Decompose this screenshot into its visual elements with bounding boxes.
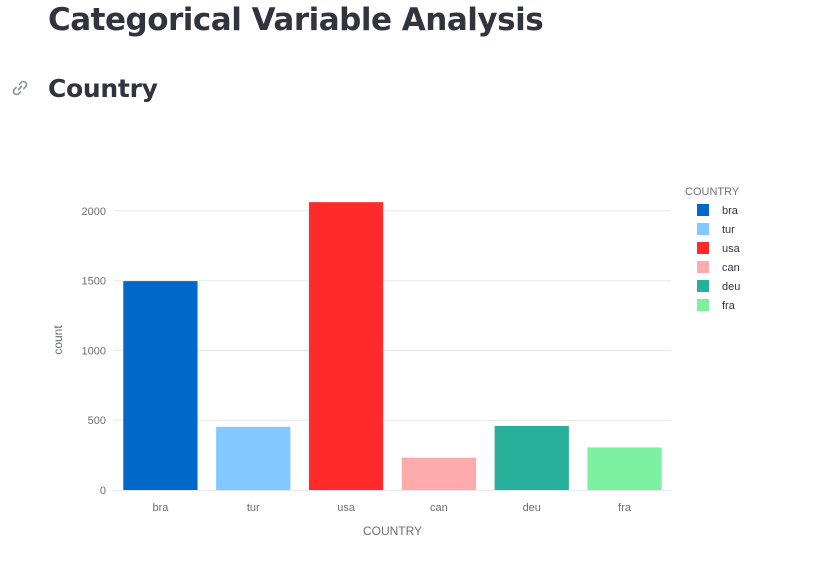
y-tick-label: 1000 bbox=[82, 345, 106, 357]
legend-label: fra bbox=[722, 300, 736, 312]
y-tick-label: 1500 bbox=[82, 276, 106, 288]
bar-usa[interactable] bbox=[308, 202, 384, 491]
x-tick-label: usa bbox=[337, 502, 356, 514]
bar-can[interactable] bbox=[401, 457, 477, 490]
bar-deu[interactable] bbox=[494, 425, 569, 490]
link-icon[interactable] bbox=[10, 78, 30, 98]
x-axis-ticks: bra tur usa can deu fra bbox=[152, 502, 631, 514]
legend-swatch bbox=[697, 261, 709, 273]
legend-swatch bbox=[697, 204, 709, 216]
legend-label: can bbox=[722, 262, 740, 274]
page-title: Categorical Variable Analysis bbox=[48, 2, 544, 38]
y-tick-label: 2000 bbox=[82, 206, 106, 218]
legend-swatch bbox=[697, 223, 709, 235]
gridlines bbox=[114, 210, 671, 421]
legend-swatch bbox=[697, 242, 709, 254]
bars bbox=[123, 202, 662, 491]
legend-label: deu bbox=[722, 281, 740, 293]
legend-item-tur[interactable]: tur bbox=[697, 223, 735, 236]
y-tick-label: 0 bbox=[100, 485, 106, 497]
bar-tur[interactable] bbox=[216, 426, 291, 490]
legend-swatch bbox=[697, 299, 709, 311]
bar-bra[interactable] bbox=[123, 281, 198, 490]
legend-title: COUNTRY bbox=[685, 186, 740, 198]
x-axis-title: COUNTRY bbox=[363, 524, 422, 538]
legend-item-usa[interactable]: usa bbox=[697, 242, 741, 255]
legend-item-bra[interactable]: bra bbox=[697, 204, 739, 217]
x-tick-label: bra bbox=[152, 502, 169, 514]
y-tick-label: 500 bbox=[88, 415, 106, 427]
section-header: Country bbox=[10, 70, 158, 106]
section-title: Country bbox=[48, 73, 158, 103]
legend-label: tur bbox=[722, 224, 735, 236]
legend-item-can[interactable]: can bbox=[697, 261, 740, 274]
x-tick-label: tur bbox=[247, 502, 260, 514]
legend-item-deu[interactable]: deu bbox=[697, 280, 740, 293]
legend-label: usa bbox=[722, 243, 741, 255]
legend: COUNTRY bra tur usa can deu fra bbox=[685, 186, 741, 312]
y-axis-title: count bbox=[51, 325, 65, 355]
legend-item-fra[interactable]: fra bbox=[697, 299, 736, 312]
bar-fra[interactable] bbox=[587, 447, 662, 490]
x-tick-label: can bbox=[430, 502, 448, 514]
legend-label: bra bbox=[722, 205, 739, 217]
y-axis-ticks: 0 500 1000 1500 2000 bbox=[82, 206, 106, 497]
x-tick-label: fra bbox=[618, 502, 632, 514]
x-tick-label: deu bbox=[523, 502, 541, 514]
legend-swatch bbox=[697, 280, 709, 292]
